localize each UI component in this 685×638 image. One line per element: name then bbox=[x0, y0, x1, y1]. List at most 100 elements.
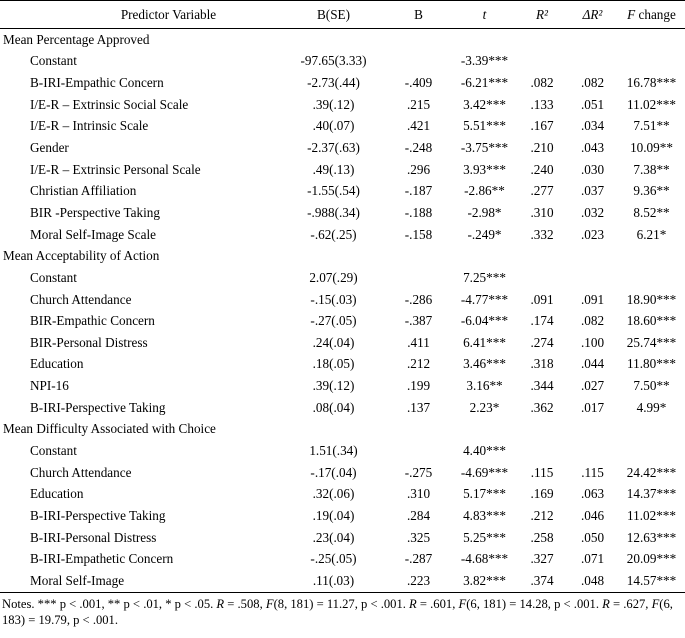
value-r2: .318 bbox=[530, 356, 554, 372]
f-change-suffix: change bbox=[635, 6, 676, 22]
value-bse: -.15(.03) bbox=[310, 291, 357, 307]
section-title: Mean Difficulty Associated with Choice bbox=[3, 421, 216, 437]
value-fchange: 8.52** bbox=[633, 204, 670, 220]
value-beta: .212 bbox=[406, 356, 431, 372]
value-r2: .115 bbox=[530, 464, 554, 480]
predictor-label: Moral Self-Image bbox=[30, 572, 125, 588]
value-bse: -.17(.04) bbox=[310, 464, 357, 480]
table-row: Constant -97.65(3.33) -3.39*** bbox=[0, 51, 685, 73]
value-fchange bbox=[618, 440, 685, 462]
table-row: BIR-Personal Distress .24(.04) .411 6.41***… bbox=[0, 332, 685, 354]
table-row: BIR -Perspective Taking -.988(.34) -.188 -2… bbox=[0, 202, 685, 224]
f-change-italic-part: F bbox=[627, 6, 636, 22]
value-r2: .344 bbox=[530, 378, 554, 394]
value-dr2: .071 bbox=[580, 551, 605, 567]
section-title: Mean Percentage Approved bbox=[3, 31, 150, 47]
section-header-row: Mean Acceptability of Action bbox=[0, 245, 685, 267]
table-row: Constant 1.51(.34) 4.40*** bbox=[0, 440, 685, 462]
value-dr2: .051 bbox=[580, 96, 605, 112]
value-dr2: .091 bbox=[580, 291, 605, 307]
value-fchange bbox=[618, 51, 685, 73]
value-beta: .199 bbox=[406, 378, 431, 394]
value-dr2: .034 bbox=[580, 118, 605, 134]
value-dr2: .100 bbox=[580, 334, 605, 350]
header-row: Predictor Variable B(SE) B t R² ΔR² F ch… bbox=[0, 0, 685, 29]
value-t: 3.46*** bbox=[463, 356, 506, 372]
value-beta: .310 bbox=[406, 486, 431, 502]
predictor-label: B-IRI-Personal Distress bbox=[30, 529, 157, 545]
value-dr2: .115 bbox=[581, 464, 604, 480]
value-t: 2.23* bbox=[469, 399, 500, 415]
predictor-label: Constant bbox=[30, 442, 77, 458]
value-bse: -.27(.05) bbox=[310, 313, 357, 329]
predictor-label: Education bbox=[30, 486, 84, 502]
value-fchange: 11.02*** bbox=[627, 96, 676, 112]
value-dr2: .043 bbox=[580, 140, 605, 156]
table-row: Moral Self-Image Scale -.62(.25) -.158 -.24… bbox=[0, 224, 685, 246]
notes-text: Notes. *** p < .001, ** p < .01, * p < .… bbox=[0, 596, 681, 628]
notes-segment: Notes. *** p < .001, ** p < .01, * p < .… bbox=[2, 596, 217, 611]
value-beta: .215 bbox=[406, 96, 431, 112]
value-beta: .296 bbox=[406, 161, 431, 177]
value-bse: .49(.13) bbox=[312, 161, 355, 177]
value-bse: .40(.07) bbox=[312, 118, 355, 134]
value-bse: .11(.03) bbox=[312, 572, 355, 588]
value-r2: .374 bbox=[530, 572, 554, 588]
table-row: Gender -2.37(.63) -.248 -3.75*** .210 .043 10.… bbox=[0, 137, 685, 159]
value-beta: -.387 bbox=[404, 313, 433, 329]
value-bse: -1.55(.54) bbox=[307, 183, 360, 199]
column-header-predictor: Predictor Variable bbox=[0, 0, 282, 29]
value-bse: -.62(.25) bbox=[310, 226, 357, 242]
value-bse: -.988(.34) bbox=[307, 204, 360, 220]
value-r2: .327 bbox=[530, 551, 554, 567]
value-fchange: 16.78*** bbox=[626, 75, 677, 91]
value-dr2: .037 bbox=[580, 183, 605, 199]
value-bse: .39(.12) bbox=[312, 378, 355, 394]
value-t: 4.40*** bbox=[463, 442, 506, 458]
table-row: B-IRI-Perspective Taking .19(.04) .284 4.83… bbox=[0, 505, 685, 527]
table-row: Christian Affiliation -1.55(.54) -.187 -2.8… bbox=[0, 180, 685, 202]
value-beta bbox=[385, 267, 452, 289]
value-fchange: 7.38** bbox=[633, 161, 670, 177]
notes-segment: = .627, bbox=[609, 596, 652, 611]
value-beta: .411 bbox=[407, 334, 430, 350]
section-header-row: Mean Difficulty Associated with Choice bbox=[0, 419, 685, 441]
value-r2: .082 bbox=[530, 75, 554, 91]
value-t: 5.51*** bbox=[463, 118, 506, 134]
value-t: -2.86** bbox=[464, 183, 505, 199]
value-r2: .274 bbox=[530, 334, 554, 350]
value-dr2: .023 bbox=[580, 226, 605, 242]
value-t: 5.17*** bbox=[463, 486, 506, 502]
predictor-label: Moral Self-Image Scale bbox=[30, 226, 156, 242]
value-beta: -.248 bbox=[404, 140, 433, 156]
predictor-label: I/E-R – Intrinsic Scale bbox=[30, 118, 149, 134]
value-dr2: .046 bbox=[580, 507, 605, 523]
value-fchange: 20.09*** bbox=[626, 551, 677, 567]
table-row: B-IRI-Personal Distress .23(.04) .325 5.25*… bbox=[0, 527, 685, 549]
value-beta: .137 bbox=[406, 399, 431, 415]
predictor-label: Church Attendance bbox=[30, 464, 132, 480]
value-t: 3.16** bbox=[466, 378, 503, 394]
notes-statistic-symbol: F bbox=[458, 596, 467, 611]
predictor-label: Christian Affiliation bbox=[30, 183, 137, 199]
column-header-t: t bbox=[452, 0, 517, 29]
column-header-beta: B bbox=[385, 0, 452, 29]
value-fchange: 25.74*** bbox=[626, 334, 677, 350]
value-t: -4.77*** bbox=[460, 291, 509, 307]
notes-segment: = .601, bbox=[416, 596, 459, 611]
value-fchange: 9.36** bbox=[633, 183, 670, 199]
value-fchange: 14.57*** bbox=[626, 572, 677, 588]
value-beta: -.287 bbox=[404, 551, 433, 567]
regression-table: Predictor Variable B(SE) B t R² ΔR² F ch… bbox=[0, 0, 685, 593]
value-dr2 bbox=[567, 267, 618, 289]
notes-segment: (6, 183) = 19.79, p < .001. bbox=[2, 596, 673, 627]
table-row: B-IRI-Empathetic Concern -.25(.05) -.287 -4… bbox=[0, 548, 685, 570]
column-header-f-change: F change bbox=[618, 0, 685, 29]
value-r2: .362 bbox=[530, 399, 554, 415]
column-header-bse: B(SE) bbox=[282, 0, 385, 29]
value-r2: .091 bbox=[530, 291, 554, 307]
value-t: -6.04*** bbox=[460, 313, 509, 329]
table-row: Moral Self-Image .11(.03) .223 3.82*** .374.… bbox=[0, 570, 685, 592]
notes-segment: = .508, bbox=[224, 596, 266, 611]
